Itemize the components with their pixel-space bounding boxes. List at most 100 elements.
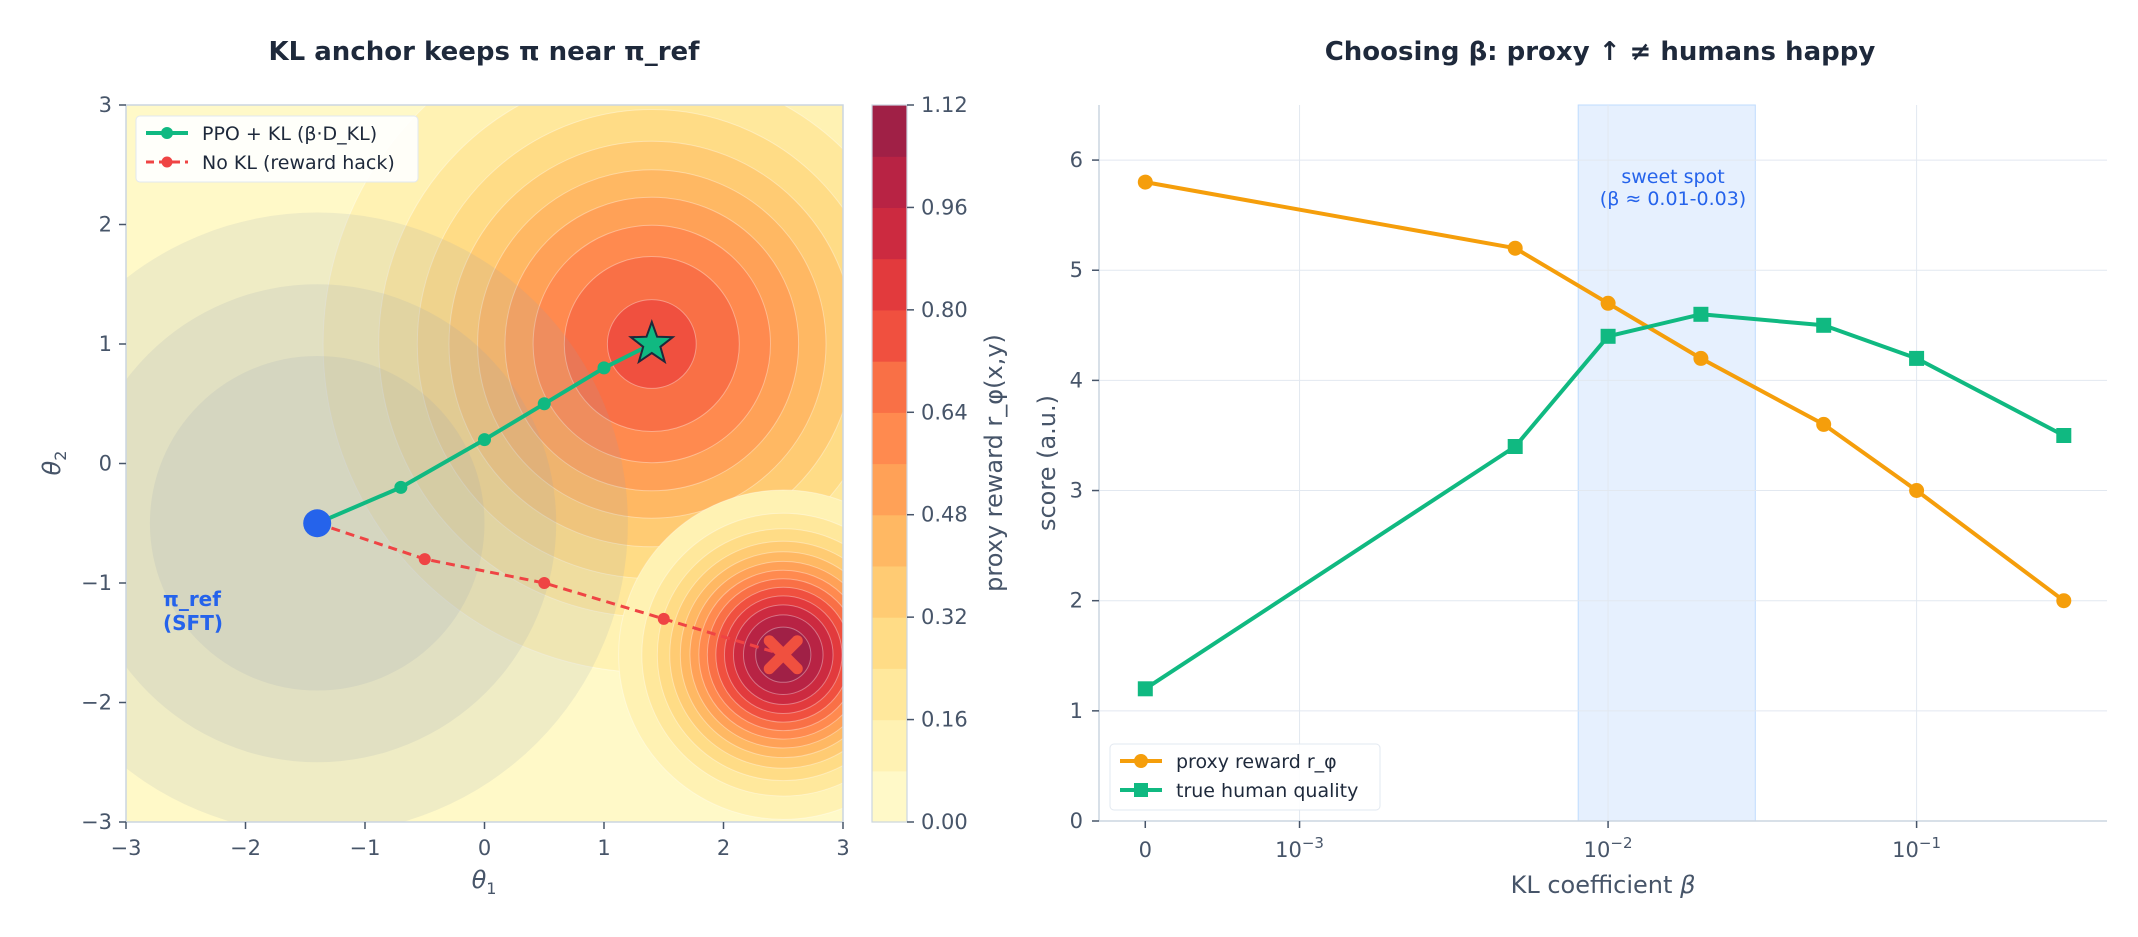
colorbar-label: proxy reward r_φ(x,y) <box>980 334 1008 592</box>
no-kl-trajectory <box>316 521 784 657</box>
sweet-spot-sublabel: (β ≈ 0.01-0.03) <box>1600 188 1746 210</box>
ppo-kl-point <box>597 361 611 375</box>
legend-label-ppo: PPO + KL (β·D_KL) <box>202 123 377 145</box>
left-y-tick-label: −3 <box>81 810 112 834</box>
legend-marker-nokl <box>161 156 173 168</box>
left-ylabel: θ2 <box>38 451 70 476</box>
colorbar-band <box>872 770 907 823</box>
colorbar-tick-label: 0.96 <box>921 195 968 219</box>
right-y-tick-label: 2 <box>1070 589 1083 613</box>
left-ticks: −3 −2 −1 0 1 2 3 −3 −2 −1 0 1 2 3 <box>81 93 850 860</box>
left-x-tick-label: 2 <box>717 836 730 860</box>
left-y-tick-label: −2 <box>81 691 112 715</box>
ppo-kl-trajectory <box>316 342 653 526</box>
left-y-tick-label: 2 <box>99 213 112 237</box>
right-y-tick-label: 1 <box>1070 699 1083 723</box>
pi-ref-sublabel: (SFT) <box>163 611 223 635</box>
human-quality-point <box>1816 317 1832 333</box>
left-chart-title: KL anchor keeps π near π_ref <box>269 37 701 67</box>
colorbar: 0.00 0.16 0.32 0.48 0.64 0.80 0.96 1.12 proxy r… <box>871 93 1008 834</box>
right-series <box>1137 174 2072 697</box>
left-x-tick-label: −2 <box>230 836 261 860</box>
right-y-tick-label: 0 <box>1070 809 1083 833</box>
colorbar-band <box>872 463 907 516</box>
colorbar-tick-label: 0.00 <box>921 810 968 834</box>
colorbar-band <box>872 412 907 465</box>
colorbar-band <box>872 719 907 772</box>
right-x-tick-label: 10−2 <box>1584 834 1633 862</box>
right-legend-box <box>1109 743 1381 811</box>
proxy-reward-point <box>1507 240 1523 256</box>
human-quality-point <box>1137 681 1153 697</box>
human-quality-point <box>1693 306 1709 322</box>
right-chart: Choosing β: proxy ↑ ≠ humans happy 0 1 2 3 4… <box>1033 37 2107 899</box>
no-kl-point <box>538 577 551 589</box>
ppo-kl-point <box>537 397 551 411</box>
colorbar-band <box>872 617 907 669</box>
proxy-reward-point <box>1137 174 1153 190</box>
left-x-tick-label: 0 <box>478 836 491 860</box>
right-x-tick-label: 10−3 <box>1275 834 1324 862</box>
colorbar-tick-label: 0.80 <box>921 298 968 322</box>
right-y-tick-label: 4 <box>1070 368 1083 392</box>
colorbar-tick-label: 0.16 <box>921 708 968 732</box>
no-kl-point <box>657 612 670 625</box>
left-x-tick-label: −3 <box>111 836 142 860</box>
right-xlabel: KL coefficient β <box>1511 871 1696 899</box>
legend-label-nokl: No KL (reward hack) <box>202 152 395 174</box>
colorbar-tick-label: 1.12 <box>921 93 968 117</box>
colorbar-band <box>872 105 907 157</box>
ppo-end-star-marker <box>628 319 676 365</box>
reward-hack-x-marker <box>763 635 803 675</box>
pi-ref-label: π_ref <box>163 587 221 611</box>
ppo-kl-point <box>394 480 408 494</box>
colorbar-bands <box>872 105 907 823</box>
left-legend-box <box>135 115 419 183</box>
human-quality-point <box>1600 328 1616 344</box>
no-kl-point <box>418 553 431 566</box>
right-ylabel: score (a.u.) <box>1033 395 1061 531</box>
kl-region-ring <box>126 212 628 822</box>
left-y-tick-label: −1 <box>81 571 112 595</box>
human-quality-point <box>1507 439 1523 454</box>
proxy-reward-point <box>1816 416 1832 432</box>
colorbar-tick-label: 0.48 <box>921 503 968 527</box>
colorbar-band <box>872 207 907 260</box>
right-legend: proxy reward r_φ true human quality <box>1109 743 1381 811</box>
legend-marker-human <box>1134 783 1148 797</box>
right-grid <box>1099 105 2107 821</box>
left-series <box>303 319 803 675</box>
x-stroke <box>763 635 803 675</box>
colorbar-band <box>872 309 907 362</box>
left-x-tick-label: 3 <box>836 836 849 860</box>
left-plot-area <box>126 105 843 822</box>
sweet-spot-label: sweet spot <box>1621 166 1724 188</box>
right-ticks: 0 1 2 3 4 5 6 0 10−3 10−2 10−1 <box>1070 148 1941 862</box>
legend-marker-ppo <box>161 127 173 139</box>
left-legend: PPO + KL (β·D_KL) No KL (reward hack) <box>135 115 419 183</box>
left-y-tick-label: 1 <box>99 332 112 356</box>
colorbar-band <box>872 668 907 721</box>
right-x-tick-label: 10−1 <box>1892 834 1941 862</box>
colorbar-ticks: 0.00 0.16 0.32 0.48 0.64 0.80 0.96 1.12 <box>907 93 968 834</box>
ppo-kl-point <box>478 433 491 447</box>
left-x-tick-label: −1 <box>350 836 381 860</box>
legend-marker-proxy <box>1134 754 1148 768</box>
legend-label-human: true human quality <box>1176 780 1358 802</box>
proxy-reward-point <box>2056 593 2072 609</box>
colorbar-tick-label: 0.64 <box>921 400 968 424</box>
colorbar-tick-label: 0.32 <box>921 605 968 629</box>
right-chart-title: Choosing β: proxy ↑ ≠ humans happy <box>1325 37 1876 67</box>
proxy-reward-point <box>1693 350 1709 366</box>
human-quality-point <box>1909 350 1925 366</box>
human-quality-point <box>2056 428 2072 443</box>
colorbar-band <box>872 258 907 311</box>
proxy-reward-point <box>1909 483 1925 498</box>
colorbar-band <box>872 565 907 618</box>
sweet-spot-region <box>1577 104 1756 822</box>
colorbar-band <box>872 361 907 413</box>
proxy-reward-point <box>1600 295 1616 311</box>
left-y-tick-label: 0 <box>99 452 112 476</box>
right-x-tick-label: 0 <box>1139 838 1152 862</box>
